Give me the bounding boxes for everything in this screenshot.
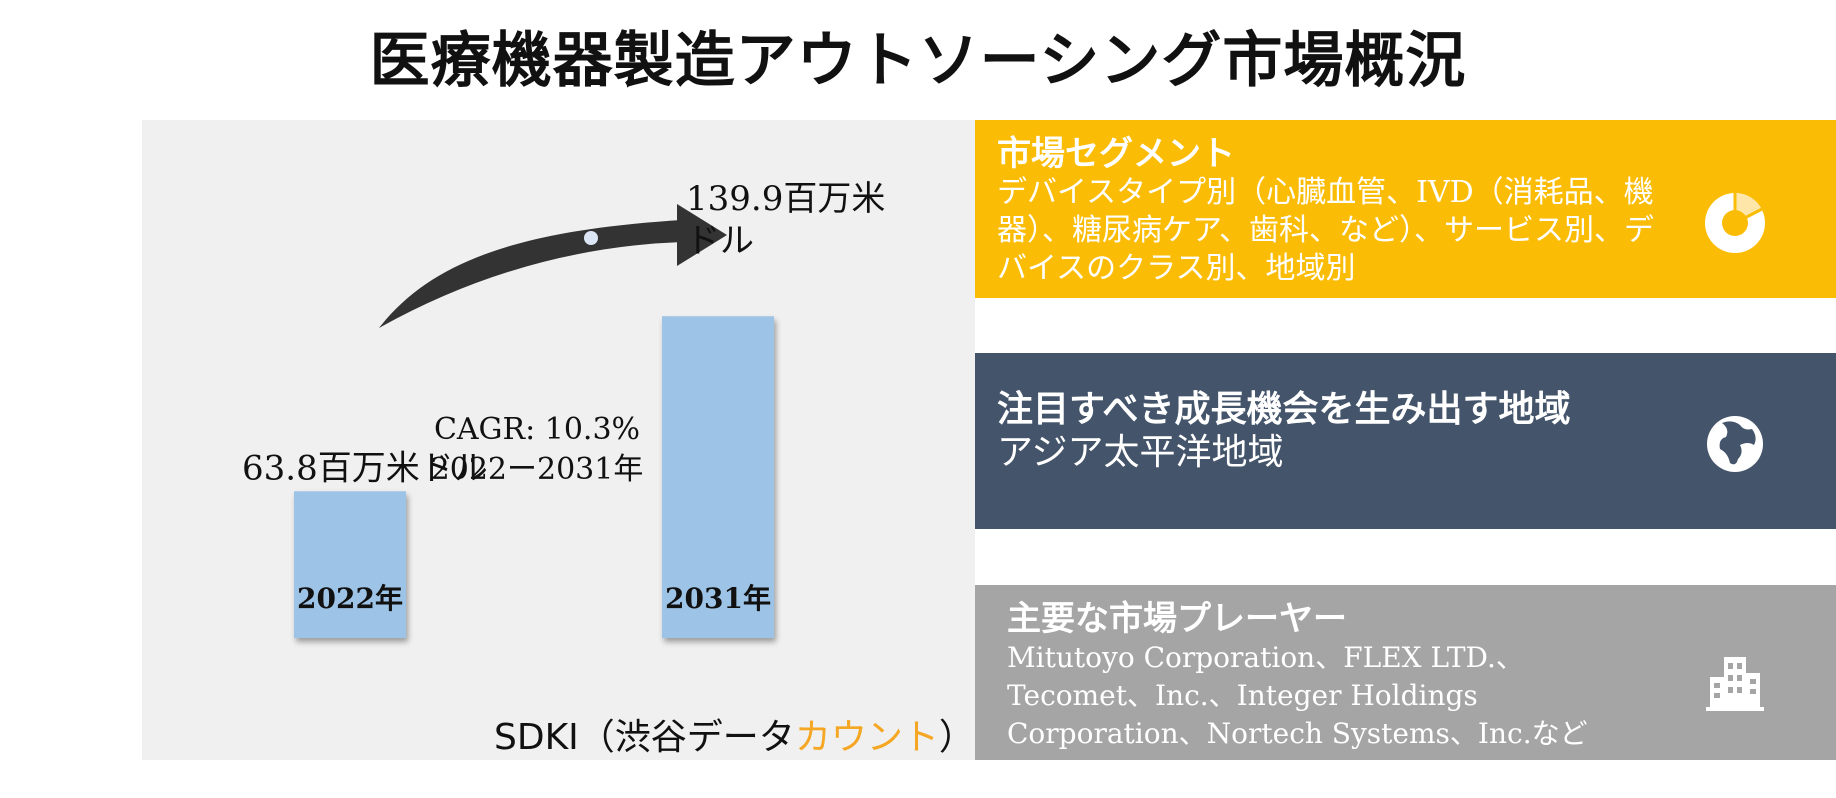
players-text: Mitutoyo Corporation、FLEX LTD.、Tecomet、I… (1007, 641, 1588, 750)
buildings-icon (1706, 657, 1764, 711)
bar-2022 (294, 491, 406, 638)
globe-icon (1707, 416, 1763, 472)
source-credit: SDKI（渋谷データカウント） (494, 708, 975, 760)
category-label: 2022年 (297, 582, 403, 615)
region-heading: 注目すべき成長機会を生み出す地域 (997, 388, 1571, 430)
chart-panel: 2022年 63.8百万米ドル 2031年 139.9百万米 ドル CAGR: 10.3… (142, 120, 975, 760)
source-prefix: SDKI（渋谷データ (494, 717, 795, 758)
growth-arrow (379, 220, 682, 328)
category-label: 2031年 (665, 582, 771, 615)
region-text: アジア太平洋地域 (997, 432, 1284, 473)
pie-chart-icon (1705, 191, 1765, 253)
source-accent: カウント (794, 717, 939, 758)
value-label: 139.9百万米 (686, 179, 885, 219)
cagr-period: 2022ー2031年 (430, 452, 644, 487)
bar-2031 (662, 316, 774, 638)
page-title: 医療機器製造アウトソーシング市場概況 (369, 26, 1467, 96)
region-box: 注目すべき成長機会を生み出す地域 アジア太平洋地域 (975, 353, 1836, 529)
segments-text: デバイスタイプ別（心臓血管、IVD（消耗品、機器）、糖尿病ケア、歯科、など）、サ… (997, 175, 1654, 286)
segments-heading: 市場セグメント (997, 134, 1235, 174)
value-label: 63.8百万米ドル (242, 448, 488, 488)
cagr-annotation: CAGR: 10.3% 2022ー2031年 (407, 410, 667, 490)
players-heading: 主要な市場プレーヤー (1007, 599, 1347, 639)
value-label: ドル (686, 221, 754, 261)
source-suffix: ） (938, 717, 975, 758)
cagr-value: CAGR: 10.3% (433, 412, 641, 447)
arrow-dot (584, 231, 598, 245)
growth-arrow-head (677, 204, 727, 266)
players-box: 主要な市場プレーヤー Mitutoyo Corporation、FLEX LTD… (975, 585, 1836, 760)
segments-box: 市場セグメント デバイスタイプ別（心臓血管、IVD（消耗品、機器）、糖尿病ケア、… (975, 120, 1836, 298)
